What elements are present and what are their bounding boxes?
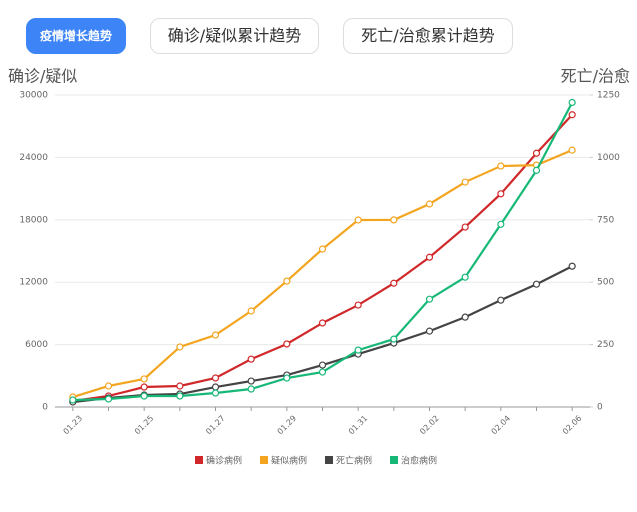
legend-label: 治愈病例 — [401, 455, 437, 467]
data-point — [390, 279, 398, 287]
x-tick-label: 02.06 — [561, 414, 584, 437]
x-tick-label: 01.29 — [276, 414, 299, 437]
data-point — [497, 162, 505, 170]
data-point — [247, 385, 255, 393]
data-point — [176, 382, 184, 390]
legend-swatch — [390, 456, 398, 464]
data-point — [247, 355, 255, 363]
data-point — [354, 346, 362, 354]
x-tick-label: 02.02 — [418, 414, 441, 437]
data-point — [69, 396, 77, 404]
y2-tick-label: 1000 — [597, 153, 620, 163]
data-point — [318, 361, 327, 369]
data-point — [568, 262, 576, 270]
data-point — [176, 343, 184, 351]
y-tick-label: 12000 — [19, 278, 48, 288]
legend-swatch — [325, 456, 333, 464]
y2-tick-label: 500 — [597, 278, 614, 288]
data-point — [354, 301, 362, 309]
data-point — [104, 382, 113, 390]
data-point — [425, 253, 434, 261]
data-point — [425, 295, 434, 303]
data-point — [568, 146, 576, 154]
x-tick-label: 01.27 — [204, 414, 227, 437]
data-point — [247, 377, 255, 385]
data-point — [425, 200, 434, 208]
tab[interactable]: 死亡/治愈累计趋势 — [343, 18, 513, 54]
y-tick-label: 24000 — [19, 153, 48, 163]
y-tick-label: 18000 — [19, 215, 48, 225]
data-point — [211, 389, 220, 397]
legend-label: 死亡病例 — [336, 455, 372, 467]
legend-swatch — [195, 456, 203, 464]
x-tick-label: 01.25 — [133, 414, 156, 437]
data-point — [532, 166, 541, 174]
y2-tick-label: 0 — [597, 403, 603, 413]
data-point — [532, 280, 541, 288]
data-point — [390, 335, 398, 343]
data-point — [104, 395, 113, 403]
data-point — [318, 319, 327, 327]
y2-tick-label: 750 — [597, 215, 614, 225]
data-point — [211, 331, 220, 339]
data-point — [247, 307, 255, 315]
data-point — [211, 383, 220, 391]
data-point — [461, 223, 469, 231]
data-point — [568, 98, 576, 107]
y2-tick-label: 250 — [597, 340, 614, 350]
y-axis-label: 确诊/疑似 — [8, 67, 77, 86]
data-point — [211, 374, 220, 382]
x-tick-label: 01.31 — [347, 414, 370, 437]
x-tick-label: 01.23 — [62, 414, 85, 437]
data-point — [140, 383, 148, 391]
y-tick-label: 30000 — [19, 91, 48, 101]
data-point — [461, 178, 469, 186]
tab[interactable]: 疫情增长趋势 — [26, 18, 126, 54]
series-line — [72, 149, 573, 399]
series-line — [72, 265, 573, 404]
data-point — [283, 340, 291, 348]
data-point — [140, 392, 148, 400]
y2-tick-label: 1250 — [597, 91, 620, 101]
y2-axis-label: 死亡/治愈 — [561, 67, 630, 86]
y-tick-label: 6000 — [25, 340, 48, 350]
data-point — [425, 327, 434, 335]
tab[interactable]: 确诊/疑似累计趋势 — [150, 18, 319, 54]
data-point — [497, 220, 505, 228]
y-tick-label: 0 — [42, 403, 48, 413]
x-tick-label: 02.04 — [490, 414, 513, 437]
data-point — [568, 111, 576, 119]
data-point — [497, 296, 505, 304]
data-point — [318, 245, 327, 253]
data-point — [140, 375, 148, 383]
legend-swatch — [260, 456, 268, 464]
data-point — [283, 277, 291, 285]
data-point — [318, 368, 327, 376]
data-point — [283, 374, 291, 382]
data-point — [461, 313, 469, 321]
legend-label: 确诊病例 — [206, 455, 242, 467]
data-point — [532, 149, 541, 157]
legend-label: 疑似病例 — [271, 455, 307, 467]
data-point — [354, 216, 362, 224]
data-point — [461, 273, 469, 281]
data-point — [497, 190, 505, 198]
data-point — [390, 216, 398, 224]
data-point — [176, 392, 184, 400]
